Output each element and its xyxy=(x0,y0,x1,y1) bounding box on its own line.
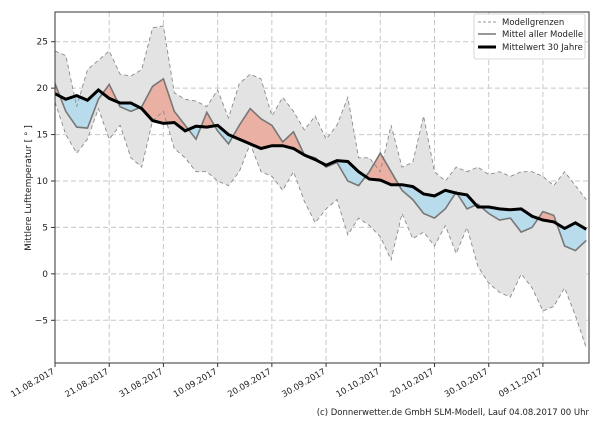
x-tick-label: 11.08.2017 xyxy=(9,367,56,400)
copyright-footer: (c) Donnerwetter.de GmbH SLM-Modell, Lau… xyxy=(317,408,590,418)
series-lower-bound-line xyxy=(55,101,587,349)
x-tick-label: 30.09.2017 xyxy=(280,367,327,400)
y-tick-label: 5 xyxy=(42,223,48,233)
y-axis-label: Mittlere Lufttemperatur [ ° ] xyxy=(24,125,34,251)
y-tick-label: 25 xyxy=(37,38,48,48)
legend-label: Mittelwert 30 Jahre xyxy=(502,43,583,53)
x-tick-label: 10.09.2017 xyxy=(172,367,219,400)
x-tick-label: 09.11.2017 xyxy=(497,367,544,400)
legend-label: Modellgrenzen xyxy=(502,18,564,28)
x-tick-label: 21.08.2017 xyxy=(64,367,111,400)
x-axis: 11.08.2017 21.08.2017 31.08.2017 10.09.2017… xyxy=(9,363,544,400)
x-tick-label: 31.08.2017 xyxy=(118,367,165,400)
legend: Modellgrenzen Mittel aller Modelle Mitte… xyxy=(473,13,586,60)
y-tick-label: 0 xyxy=(42,270,48,280)
y-tick-label: 15 xyxy=(37,131,48,141)
series-upper-bound-line xyxy=(55,25,587,200)
series-30yr-mean-line xyxy=(55,88,588,231)
plot-frame xyxy=(54,11,590,364)
y-tick-label: −5 xyxy=(35,316,48,326)
x-tick-label: 10.10.2017 xyxy=(335,367,382,400)
y-axis: −5 0 5 10 15 20 25 xyxy=(35,38,55,326)
y-tick-label: 20 xyxy=(37,84,49,94)
legend-label: Mittel aller Modelle xyxy=(502,30,583,40)
x-tick-label: 30.10.2017 xyxy=(443,367,490,400)
model-range-band xyxy=(55,25,587,349)
x-tick-label: 20.10.2017 xyxy=(389,367,436,400)
y-tick-label: 10 xyxy=(37,177,49,187)
x-tick-label: 20.09.2017 xyxy=(226,367,273,400)
